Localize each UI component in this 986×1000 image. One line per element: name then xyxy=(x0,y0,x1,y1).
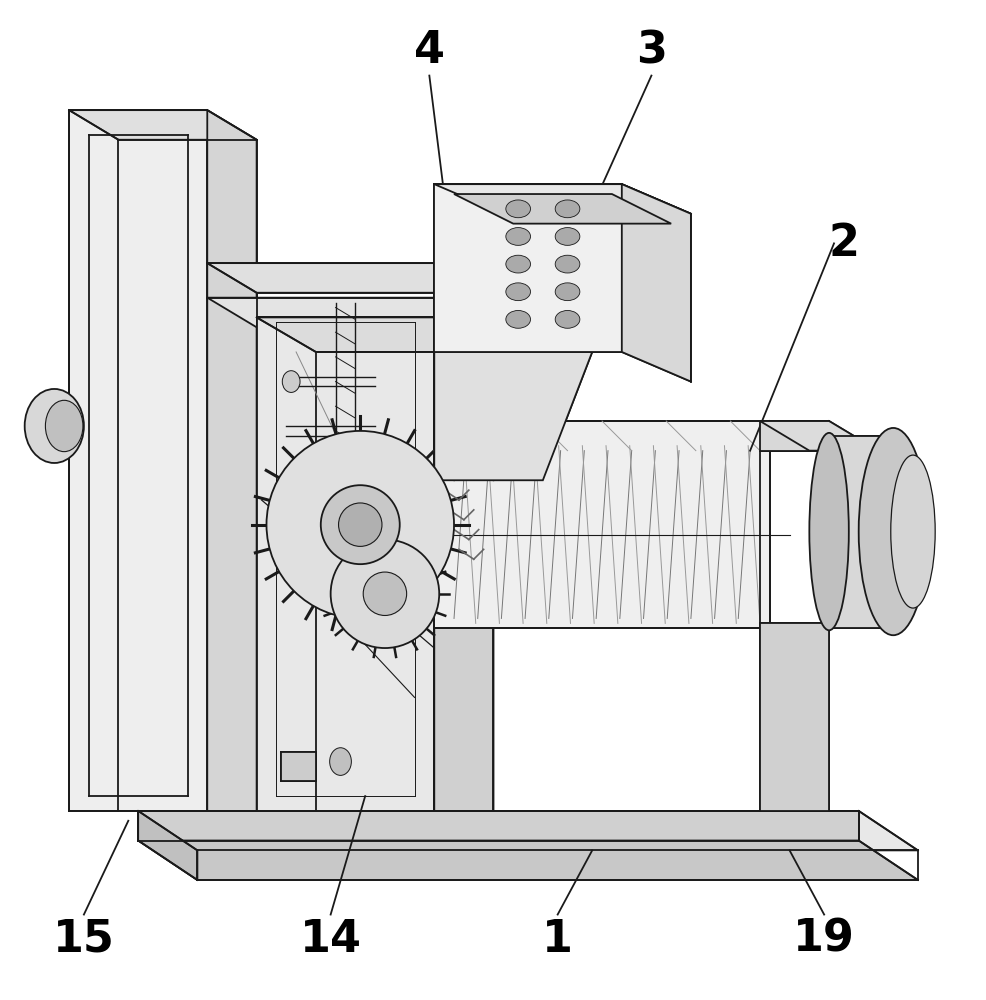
Polygon shape xyxy=(434,184,621,352)
Polygon shape xyxy=(434,352,592,480)
Text: 19: 19 xyxy=(793,918,854,961)
Ellipse shape xyxy=(506,255,530,273)
Text: 1: 1 xyxy=(541,918,573,961)
Ellipse shape xyxy=(554,255,579,273)
Polygon shape xyxy=(828,436,887,628)
Text: 2: 2 xyxy=(827,222,859,265)
Ellipse shape xyxy=(858,428,927,635)
Polygon shape xyxy=(759,421,828,451)
Polygon shape xyxy=(621,184,690,382)
Ellipse shape xyxy=(506,283,530,301)
Text: 14: 14 xyxy=(300,918,361,961)
Ellipse shape xyxy=(506,228,530,245)
Ellipse shape xyxy=(506,200,530,218)
Polygon shape xyxy=(454,194,670,224)
Circle shape xyxy=(266,431,454,618)
Polygon shape xyxy=(434,421,828,451)
Ellipse shape xyxy=(809,433,848,630)
Ellipse shape xyxy=(506,310,530,328)
Ellipse shape xyxy=(554,228,579,245)
Circle shape xyxy=(338,503,382,546)
Circle shape xyxy=(330,539,439,648)
Polygon shape xyxy=(256,317,434,811)
Text: 3: 3 xyxy=(635,29,667,72)
Polygon shape xyxy=(207,110,256,811)
Ellipse shape xyxy=(329,748,351,775)
Polygon shape xyxy=(434,421,769,628)
Polygon shape xyxy=(69,110,207,811)
Polygon shape xyxy=(138,811,858,841)
Polygon shape xyxy=(434,184,690,214)
Text: 15: 15 xyxy=(53,918,114,961)
Polygon shape xyxy=(434,317,493,811)
Polygon shape xyxy=(256,317,493,352)
Polygon shape xyxy=(138,841,917,880)
Polygon shape xyxy=(281,752,316,781)
Ellipse shape xyxy=(282,371,300,392)
Ellipse shape xyxy=(554,200,579,218)
Polygon shape xyxy=(207,298,601,327)
Ellipse shape xyxy=(554,283,579,301)
Polygon shape xyxy=(69,110,256,140)
Ellipse shape xyxy=(25,389,84,463)
Polygon shape xyxy=(759,623,828,811)
Text: 4: 4 xyxy=(413,29,445,72)
Ellipse shape xyxy=(889,455,934,608)
Circle shape xyxy=(320,485,399,564)
Polygon shape xyxy=(138,811,197,880)
Polygon shape xyxy=(138,811,917,850)
Ellipse shape xyxy=(554,310,579,328)
Ellipse shape xyxy=(45,400,83,452)
Circle shape xyxy=(363,572,406,615)
Polygon shape xyxy=(759,421,878,451)
Polygon shape xyxy=(207,263,601,293)
